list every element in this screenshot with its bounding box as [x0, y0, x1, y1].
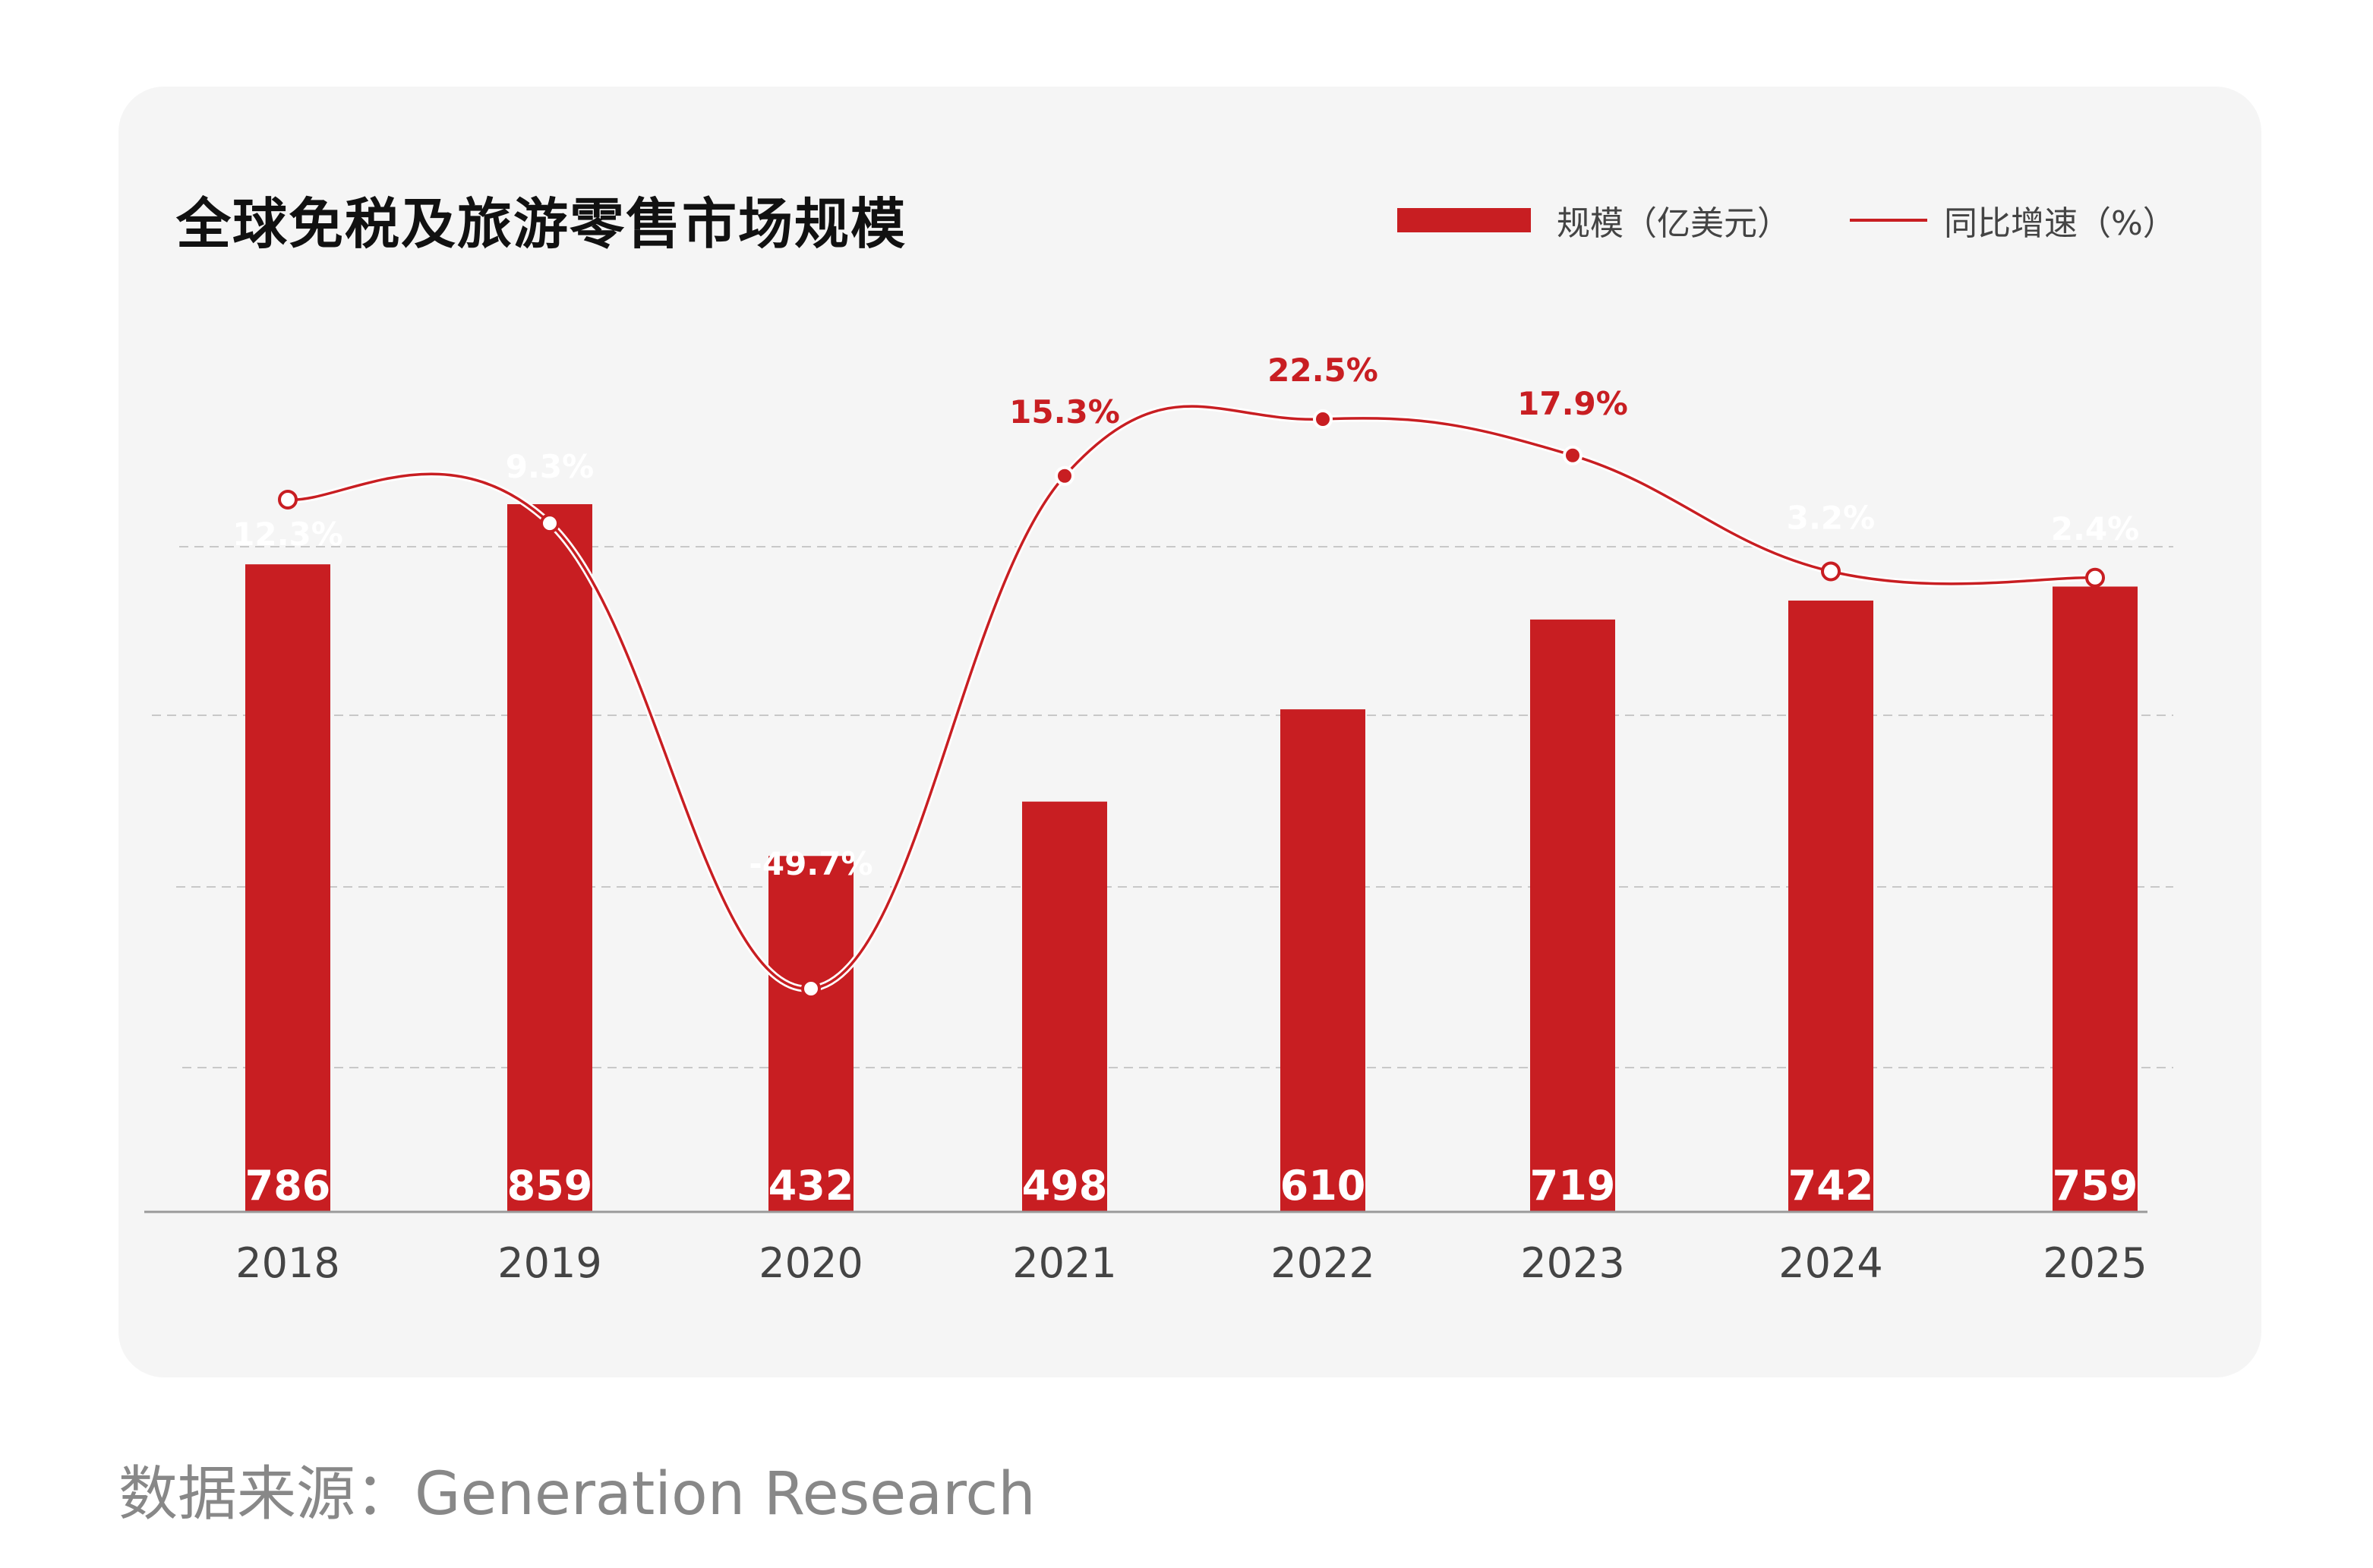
growth-label: 2.4%: [2051, 510, 2139, 547]
bar: [245, 564, 330, 1212]
growth-point: [1313, 409, 1333, 429]
x-tick-label: 2020: [759, 1239, 863, 1287]
x-tick-label: 2023: [1520, 1239, 1624, 1287]
bar-value-label: 432: [768, 1162, 854, 1210]
bar: [1280, 709, 1365, 1212]
legend-bar-label: 规模（亿美元）: [1557, 204, 1791, 243]
x-tick-label: 2025: [2043, 1239, 2147, 1287]
bar-value-label: 610: [1280, 1162, 1366, 1210]
growth-point: [1821, 561, 1841, 582]
legend-bar-swatch: [1397, 208, 1531, 232]
legend-line-label: 同比增速（%）: [1944, 204, 2176, 243]
legend-line-swatch: [1850, 219, 1927, 222]
growth-label: -49.7%: [749, 845, 873, 882]
bar-value-label: 759: [2053, 1162, 2138, 1210]
x-tick-label: 2022: [1270, 1239, 1374, 1287]
chart-title: 全球免税及旅游零售市场规模: [176, 192, 907, 256]
growth-label: 3.2%: [1787, 499, 1875, 536]
chart-card: [118, 87, 2261, 1377]
bar: [768, 856, 854, 1212]
bar: [1788, 600, 1873, 1212]
growth-point: [1563, 445, 1583, 465]
bar: [507, 503, 592, 1212]
x-tick-label: 2018: [235, 1239, 339, 1287]
growth-point: [278, 489, 298, 510]
x-tick-label: 2024: [1778, 1239, 1882, 1287]
data-source: 数据来源：Generation Research: [118, 1460, 1036, 1529]
growth-label: 15.3%: [1009, 393, 1120, 431]
growth-label: 12.3%: [232, 516, 343, 553]
x-tick-label: 2019: [497, 1239, 601, 1287]
growth-point: [801, 979, 821, 999]
growth-label: 22.5%: [1267, 352, 1378, 389]
bar-value-label: 859: [507, 1162, 593, 1210]
bar-value-label: 786: [245, 1162, 331, 1210]
bar-value-label: 742: [1788, 1162, 1874, 1210]
growth-point: [1055, 465, 1074, 486]
bar: [2053, 586, 2138, 1212]
bar-value-label: 498: [1022, 1162, 1108, 1210]
growth-label: 9.3%: [506, 448, 594, 485]
x-tick-label: 2021: [1012, 1239, 1116, 1287]
bar: [1530, 619, 1615, 1212]
bar-value-label: 719: [1530, 1162, 1616, 1210]
growth-label: 17.9%: [1517, 385, 1628, 422]
bar: [1022, 801, 1107, 1212]
growth-point: [540, 513, 560, 534]
growth-point: [2085, 567, 2105, 588]
